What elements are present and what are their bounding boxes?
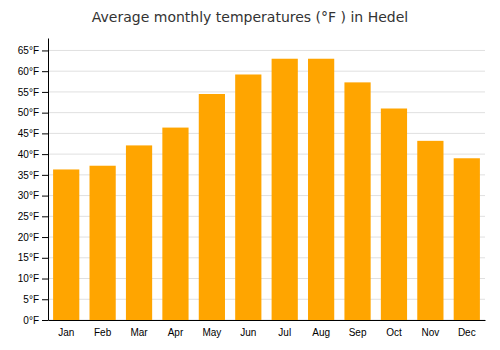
- x-tick: May: [202, 327, 221, 338]
- bar: [199, 94, 225, 320]
- x-tick: Aug: [312, 327, 330, 338]
- y-tick-label: 60°F: [18, 66, 39, 77]
- y-tick-mark: [42, 258, 48, 259]
- bar: [272, 59, 298, 320]
- y-tick: 5°F: [23, 294, 48, 305]
- x-tick: Jun: [240, 327, 256, 338]
- y-tick-mark: [42, 196, 48, 197]
- bar: [90, 166, 116, 320]
- y-tick-label: 30°F: [18, 190, 39, 201]
- grid: [48, 50, 485, 320]
- bar: [417, 141, 443, 320]
- x-tick: Jan: [58, 327, 74, 338]
- chart: Average monthly temperatures (°F ) in He…: [0, 0, 500, 350]
- y-tick-label: 5°F: [23, 294, 39, 305]
- y-tick: 10°F: [18, 273, 48, 284]
- y-tick: 40°F: [18, 149, 48, 160]
- y-tick-mark: [42, 71, 48, 72]
- y-tick-label: 25°F: [18, 211, 39, 222]
- y-tick-label: 65°F: [18, 45, 39, 56]
- bar: [53, 169, 79, 320]
- y-tick-label: 0°F: [23, 315, 39, 326]
- bar: [126, 145, 152, 320]
- y-tick: 30°F: [18, 190, 48, 201]
- y-tick-mark: [42, 299, 48, 300]
- grid-line: [48, 71, 485, 72]
- y-axis-line: [48, 39, 49, 321]
- y-tick-mark: [42, 237, 48, 238]
- y-tick-mark: [42, 216, 48, 217]
- y-tick: 50°F: [18, 107, 48, 118]
- x-tick-label: Aug: [312, 327, 330, 338]
- y-tick-mark: [42, 133, 48, 134]
- bar: [162, 128, 188, 320]
- y-tick-label: 40°F: [18, 149, 39, 160]
- y-tick: 65°F: [18, 45, 48, 56]
- y-tick-mark: [42, 175, 48, 176]
- y-tick: 20°F: [18, 232, 48, 243]
- y-tick-label: 45°F: [18, 128, 39, 139]
- y-tick-mark: [42, 92, 48, 93]
- y-tick: 25°F: [18, 211, 48, 222]
- x-tick: Nov: [421, 327, 439, 338]
- grid-line: [48, 133, 485, 134]
- x-tick: Jul: [278, 327, 291, 338]
- y-tick: 15°F: [18, 252, 48, 263]
- y-tick-label: 35°F: [18, 170, 39, 181]
- bar: [454, 158, 480, 320]
- x-tick-label: Sep: [349, 327, 367, 338]
- x-tick-label: Jun: [240, 327, 256, 338]
- x-tick-label: Jul: [278, 327, 291, 338]
- x-tick-label: Feb: [94, 327, 112, 338]
- plot: 0°F 5°F 10°F 15°F 20°F 25°F 30°F 35°F 40°F 45°F 50…: [18, 39, 486, 339]
- x-axis: Jan Feb Mar Apr May Jun Jul Aug Sep Oct Nov Dec: [49, 321, 486, 339]
- grid-line: [48, 112, 485, 113]
- x-tick-label: Oct: [386, 327, 402, 338]
- x-tick: Dec: [458, 327, 476, 338]
- y-tick-label: 15°F: [18, 252, 39, 263]
- grid-line: [48, 50, 485, 51]
- x-tick: Feb: [94, 327, 112, 338]
- y-tick-mark: [42, 279, 48, 280]
- bar: [344, 82, 370, 320]
- title: Average monthly temperatures (°F ) in He…: [92, 9, 408, 25]
- bars: [53, 59, 480, 320]
- y-tick-label: 55°F: [18, 87, 39, 98]
- x-tick-label: Jan: [58, 327, 74, 338]
- y-tick-mark: [42, 50, 48, 51]
- y-tick: 0°F: [23, 315, 48, 326]
- grid-line: [48, 91, 485, 92]
- x-tick: Oct: [386, 327, 402, 338]
- x-tick: Mar: [130, 327, 148, 338]
- y-tick-label: 50°F: [18, 107, 39, 118]
- bar: [235, 74, 261, 320]
- y-tick: 35°F: [18, 170, 48, 181]
- y-axis: 0°F 5°F 10°F 15°F 20°F 25°F 30°F 35°F 40°F 45°F 50…: [18, 39, 49, 326]
- chart-container: Average monthly temperatures (°F ) in He…: [0, 0, 500, 350]
- y-tick-mark: [42, 113, 48, 114]
- x-tick-label: Nov: [421, 327, 439, 338]
- y-tick: 55°F: [18, 87, 48, 98]
- y-tick: 60°F: [18, 66, 48, 77]
- x-tick-label: Apr: [168, 327, 184, 338]
- y-tick-label: 10°F: [18, 273, 39, 284]
- x-tick-label: Mar: [130, 327, 148, 338]
- y-tick-mark: [42, 320, 48, 321]
- x-tick: Sep: [349, 327, 367, 338]
- x-tick-label: Dec: [458, 327, 476, 338]
- x-tick-label: May: [202, 327, 221, 338]
- bar: [381, 109, 407, 321]
- y-tick-label: 20°F: [18, 232, 39, 243]
- x-axis-line: [49, 320, 486, 321]
- x-tick: Apr: [168, 327, 184, 338]
- bar: [308, 59, 334, 320]
- y-tick: 45°F: [18, 128, 48, 139]
- y-tick-mark: [42, 154, 48, 155]
